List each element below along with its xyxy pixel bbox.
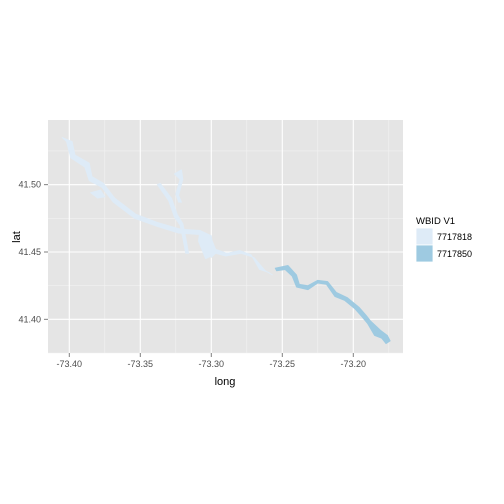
- x-tick-label: -73.20: [341, 359, 367, 369]
- water-body-polygons: [61, 137, 391, 345]
- water-polygon-7717818-4: [198, 229, 214, 260]
- water-polygon-7717818-0: [61, 137, 273, 276]
- x-axis-ticks: -73.40 -73.35 -73.30 -73.25 -73.20: [57, 353, 367, 369]
- legend-swatch-7717850: [415, 244, 434, 263]
- y-tick-label: 41.50: [18, 180, 41, 190]
- water-polygon-7717818-1: [90, 189, 106, 199]
- x-tick-label: -73.30: [199, 359, 225, 369]
- x-tick-label: -73.25: [270, 359, 296, 369]
- major-gridlines: [48, 120, 403, 353]
- plot-panel: [48, 120, 403, 353]
- legend-label-7717818: 7717818: [437, 232, 472, 242]
- y-axis-ticks: 41.40 41.45 41.50: [18, 180, 48, 324]
- x-axis-title: long: [215, 376, 236, 388]
- water-polygon-7717818-3: [173, 169, 184, 203]
- legend: WBID V1 7717818 7717850: [415, 216, 472, 263]
- y-tick-label: 41.45: [18, 247, 41, 257]
- legend-swatch-7717818: [415, 227, 434, 246]
- water-polygon-7717818-2: [156, 182, 190, 254]
- x-tick-label: -73.40: [57, 359, 83, 369]
- y-tick-label: 41.40: [18, 314, 41, 324]
- water-polygon-7717850-0: [274, 265, 391, 345]
- legend-title: WBID V1: [416, 216, 455, 227]
- minor-gridlines: [48, 120, 403, 354]
- x-tick-label: -73.35: [128, 359, 154, 369]
- y-axis-title: lat: [11, 231, 23, 243]
- legend-label-7717850: 7717850: [437, 249, 472, 259]
